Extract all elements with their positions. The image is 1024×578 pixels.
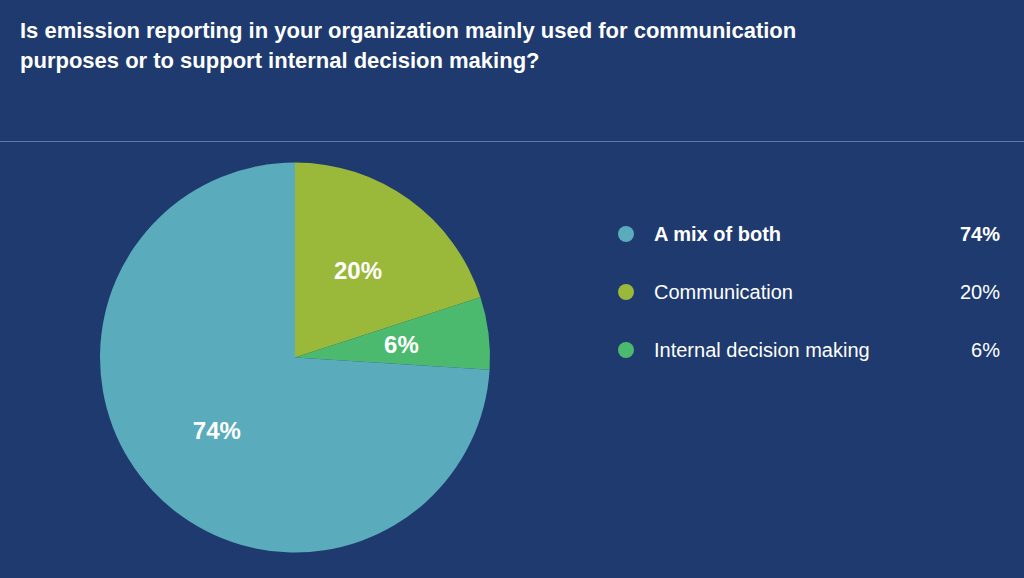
html-text:Communication: Communication bbox=[654, 280, 793, 303]
html-text:A mix of both: A mix of both bbox=[654, 222, 781, 245]
svg-text:74%: 74% bbox=[193, 417, 241, 444]
html-text:6%: 6% bbox=[971, 338, 1000, 361]
html-text:Is emission reporting in your: Is emission reporting in your organizati… bbox=[20, 18, 797, 43]
html-text:Internal decision making: Internal decision making bbox=[654, 338, 870, 361]
html-text:74%: 74% bbox=[960, 222, 1000, 245]
html-text:purposes or to support interna: purposes or to support internal decision… bbox=[20, 47, 540, 73]
html-text:20%: 20% bbox=[960, 280, 1000, 303]
svg-text:20%: 20% bbox=[334, 257, 382, 284]
svg-text:6%: 6% bbox=[384, 331, 419, 358]
